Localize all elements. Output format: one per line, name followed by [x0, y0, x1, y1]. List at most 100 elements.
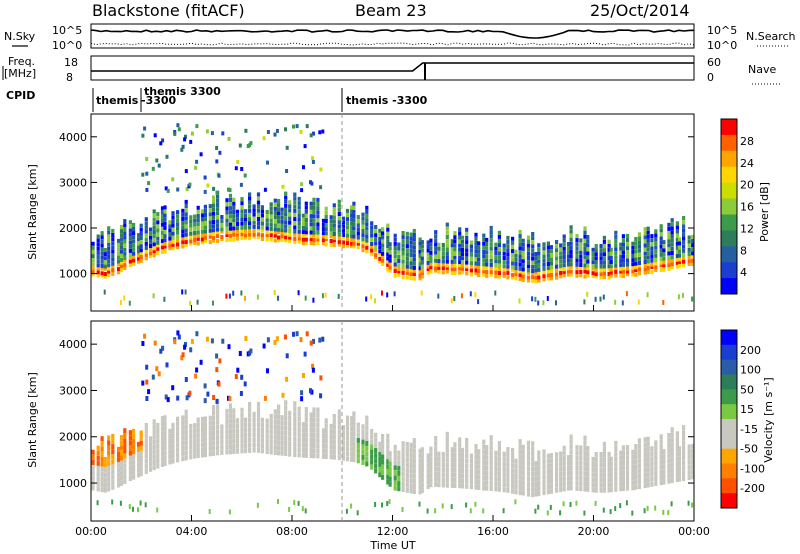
velocity-cell	[319, 393, 323, 399]
power-cell	[240, 232, 244, 237]
velocity-cell	[132, 439, 136, 444]
power-cell	[489, 272, 493, 277]
power-cell	[293, 204, 297, 209]
power-cell	[602, 267, 606, 271]
velocity-cell	[220, 434, 224, 440]
velocity-cell	[365, 456, 369, 462]
velocity-cell	[280, 450, 284, 456]
power-cell	[297, 290, 300, 296]
power-cell	[203, 213, 207, 217]
power-cell	[460, 248, 465, 252]
power-cell	[248, 192, 252, 197]
power-cell	[139, 236, 143, 240]
velocity-cell	[521, 475, 525, 481]
power-cell	[137, 241, 141, 246]
velocity-cell	[393, 465, 397, 471]
power-cell	[149, 227, 153, 232]
power-cell	[609, 255, 613, 260]
velocity-cell	[546, 463, 550, 469]
velocity-cell	[374, 432, 378, 438]
velocity-cell	[232, 449, 236, 454]
velocity-cell	[256, 447, 261, 453]
velocity-cell	[418, 474, 422, 480]
velocity-cell	[329, 454, 333, 460]
velocity-cell	[273, 419, 277, 425]
power-cell	[537, 271, 541, 276]
power-cell	[212, 215, 216, 220]
velocity-cell	[297, 432, 301, 438]
power-cell	[163, 238, 167, 243]
velocity-cell	[494, 476, 498, 482]
power-cell	[583, 242, 587, 247]
power-cell	[625, 262, 630, 267]
power-cell	[485, 262, 489, 267]
power-cell	[309, 218, 313, 223]
power-cell	[691, 253, 694, 258]
power-cell	[637, 299, 640, 305]
power-cell	[370, 244, 374, 249]
velocity-cell	[304, 432, 308, 438]
velocity-cell	[453, 447, 457, 453]
velocity-cell	[128, 504, 131, 510]
velocity-cell	[238, 351, 242, 356]
velocity-cell	[450, 452, 454, 458]
power-cell	[277, 219, 281, 224]
velocity-cell	[450, 472, 454, 478]
power-cell	[586, 273, 590, 278]
velocity-cell	[293, 406, 297, 412]
velocity-cell	[196, 442, 200, 448]
power-cell	[646, 270, 650, 274]
velocity-cell	[149, 441, 153, 447]
velocity-bar-tick-label: -15	[740, 423, 758, 436]
velocity-cell	[514, 479, 518, 485]
velocity-cell	[405, 472, 409, 478]
power-cell	[534, 270, 538, 275]
power-cell	[526, 256, 531, 260]
power-cell	[412, 245, 416, 250]
velocity-cell	[401, 471, 405, 477]
power-cell	[542, 246, 546, 251]
velocity-cell	[575, 500, 578, 506]
velocity-cell	[299, 337, 303, 343]
velocity-cell	[650, 476, 654, 482]
power-cell	[477, 253, 481, 258]
power-cell	[654, 233, 658, 238]
power-cell	[292, 124, 295, 129]
power-cell	[160, 226, 165, 231]
power-cell	[555, 240, 559, 244]
velocity-cell	[128, 430, 132, 436]
velocity-cell	[352, 416, 356, 422]
power-cell	[583, 299, 586, 305]
power-cell	[614, 251, 618, 256]
power-cell	[586, 270, 590, 275]
velocity-cell	[691, 459, 694, 464]
velocity-cell	[426, 484, 430, 490]
power-cell	[284, 231, 288, 236]
power-cell	[212, 199, 216, 204]
power-cell	[621, 250, 625, 255]
velocity-cell	[609, 477, 613, 483]
power-cell	[203, 208, 207, 213]
power-cell	[256, 232, 261, 237]
power-cell	[189, 235, 193, 240]
power-cell	[216, 203, 220, 207]
power-cell	[521, 267, 525, 272]
velocity-cell	[128, 435, 132, 441]
power-cell	[591, 266, 595, 271]
velocity-cell	[263, 395, 267, 401]
power-cell	[212, 238, 216, 243]
power-cell	[460, 235, 465, 240]
velocity-cell	[284, 451, 288, 457]
power-cell	[675, 241, 679, 246]
velocity-cell	[537, 465, 541, 471]
power-cell	[559, 259, 563, 264]
velocity-cell	[332, 429, 336, 435]
velocity-cell	[119, 445, 124, 451]
power-cell	[621, 246, 625, 251]
power-cell	[128, 224, 132, 229]
velocity-cell	[634, 459, 638, 465]
velocity-ytick-label: 3000	[59, 384, 87, 397]
velocity-cell	[546, 489, 550, 495]
velocity-cell	[441, 467, 445, 473]
velocity-cell	[111, 484, 115, 490]
